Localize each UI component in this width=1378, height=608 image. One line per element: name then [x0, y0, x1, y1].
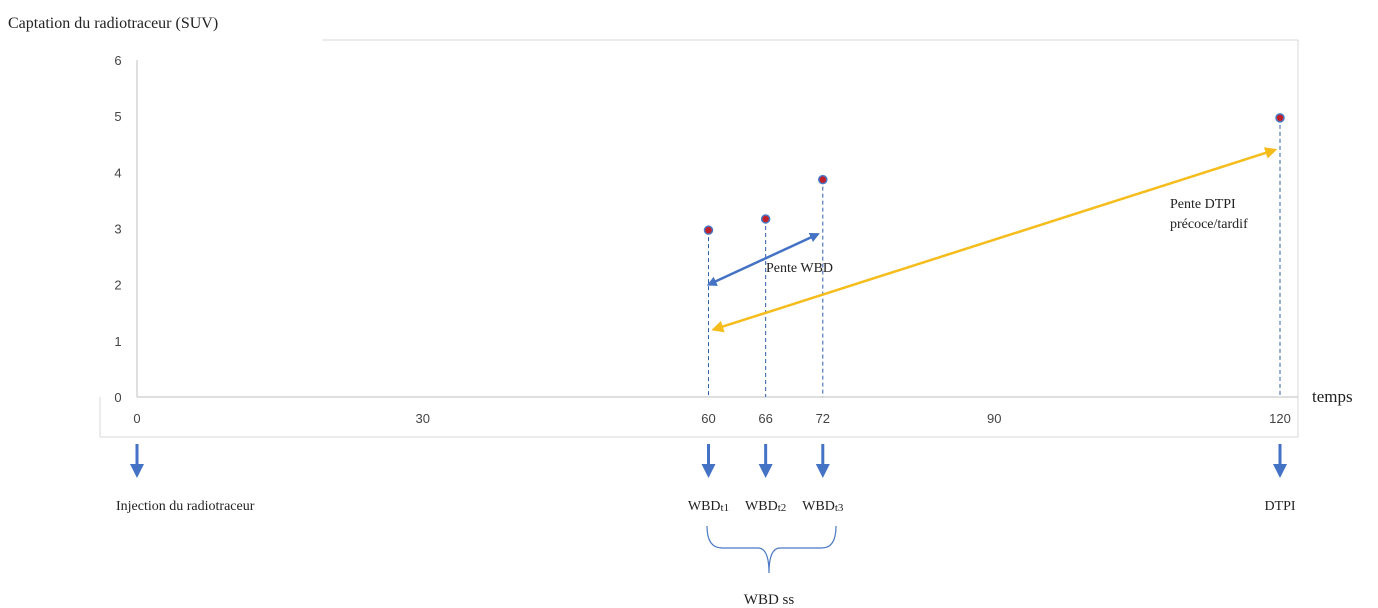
y-tick-label: 0	[114, 390, 121, 405]
x-tick-label: 90	[987, 411, 1001, 426]
marker-arrow-head	[758, 464, 773, 478]
x-tick-label: 60	[701, 411, 715, 426]
data-point	[818, 174, 828, 185]
marker-label: WBDt2	[745, 499, 786, 514]
marker-label-main: Injection du radiotraceur	[116, 499, 255, 514]
marker-label: Injection du radiotraceur	[116, 499, 255, 514]
pente-dtpi-label-line2: précoce/tardif	[1170, 217, 1248, 232]
marker-arrow-head	[815, 464, 830, 478]
y-tick-label: 5	[114, 109, 121, 124]
marker-arrow-head	[701, 464, 716, 478]
y-tick-label: 1	[114, 334, 121, 349]
marker-label-sub: t1	[721, 502, 730, 514]
x-tick-label: 72	[816, 411, 830, 426]
data-point	[760, 214, 771, 224]
marker-label-main: WBD	[802, 499, 835, 514]
marker-label-main: DTPI	[1264, 499, 1295, 514]
x-tick-label: 66	[758, 411, 772, 426]
y-tick-label: 2	[114, 278, 121, 293]
pente-wbd-label: Pente WBD	[766, 261, 833, 276]
marker-label-main: WBD	[745, 499, 778, 514]
data-point	[703, 225, 714, 235]
marker-label-main: WBD	[688, 499, 721, 514]
pente-dtpi-arrow	[711, 147, 1278, 333]
marker-label: DTPI	[1264, 499, 1295, 514]
x-axis-label: temps	[1312, 387, 1353, 406]
data-point	[1275, 113, 1285, 123]
wbd-brace	[706, 525, 837, 574]
marker-label-sub: t2	[778, 502, 787, 514]
x-tick-label: 0	[133, 411, 140, 426]
y-tick-label: 4	[114, 165, 121, 180]
y-axis-label: Captation du radiotraceur (SUV)	[8, 15, 218, 32]
x-tick-label: 120	[1269, 411, 1291, 426]
brace-label: WBD ss	[744, 592, 795, 608]
marker-label: WBDt3	[802, 499, 844, 514]
y-tick-label: 6	[114, 53, 121, 68]
pente-dtpi-label-line1: Pente DTPI	[1170, 197, 1236, 212]
marker-arrow-head	[130, 464, 144, 478]
pente-wbd-arrow	[706, 232, 820, 286]
marker-arrow-head	[1273, 464, 1287, 478]
marker-label-sub: t3	[835, 502, 844, 514]
marker-label: WBDt1	[688, 499, 729, 514]
y-tick-label: 3	[114, 222, 121, 237]
x-tick-label: 30	[416, 411, 430, 426]
